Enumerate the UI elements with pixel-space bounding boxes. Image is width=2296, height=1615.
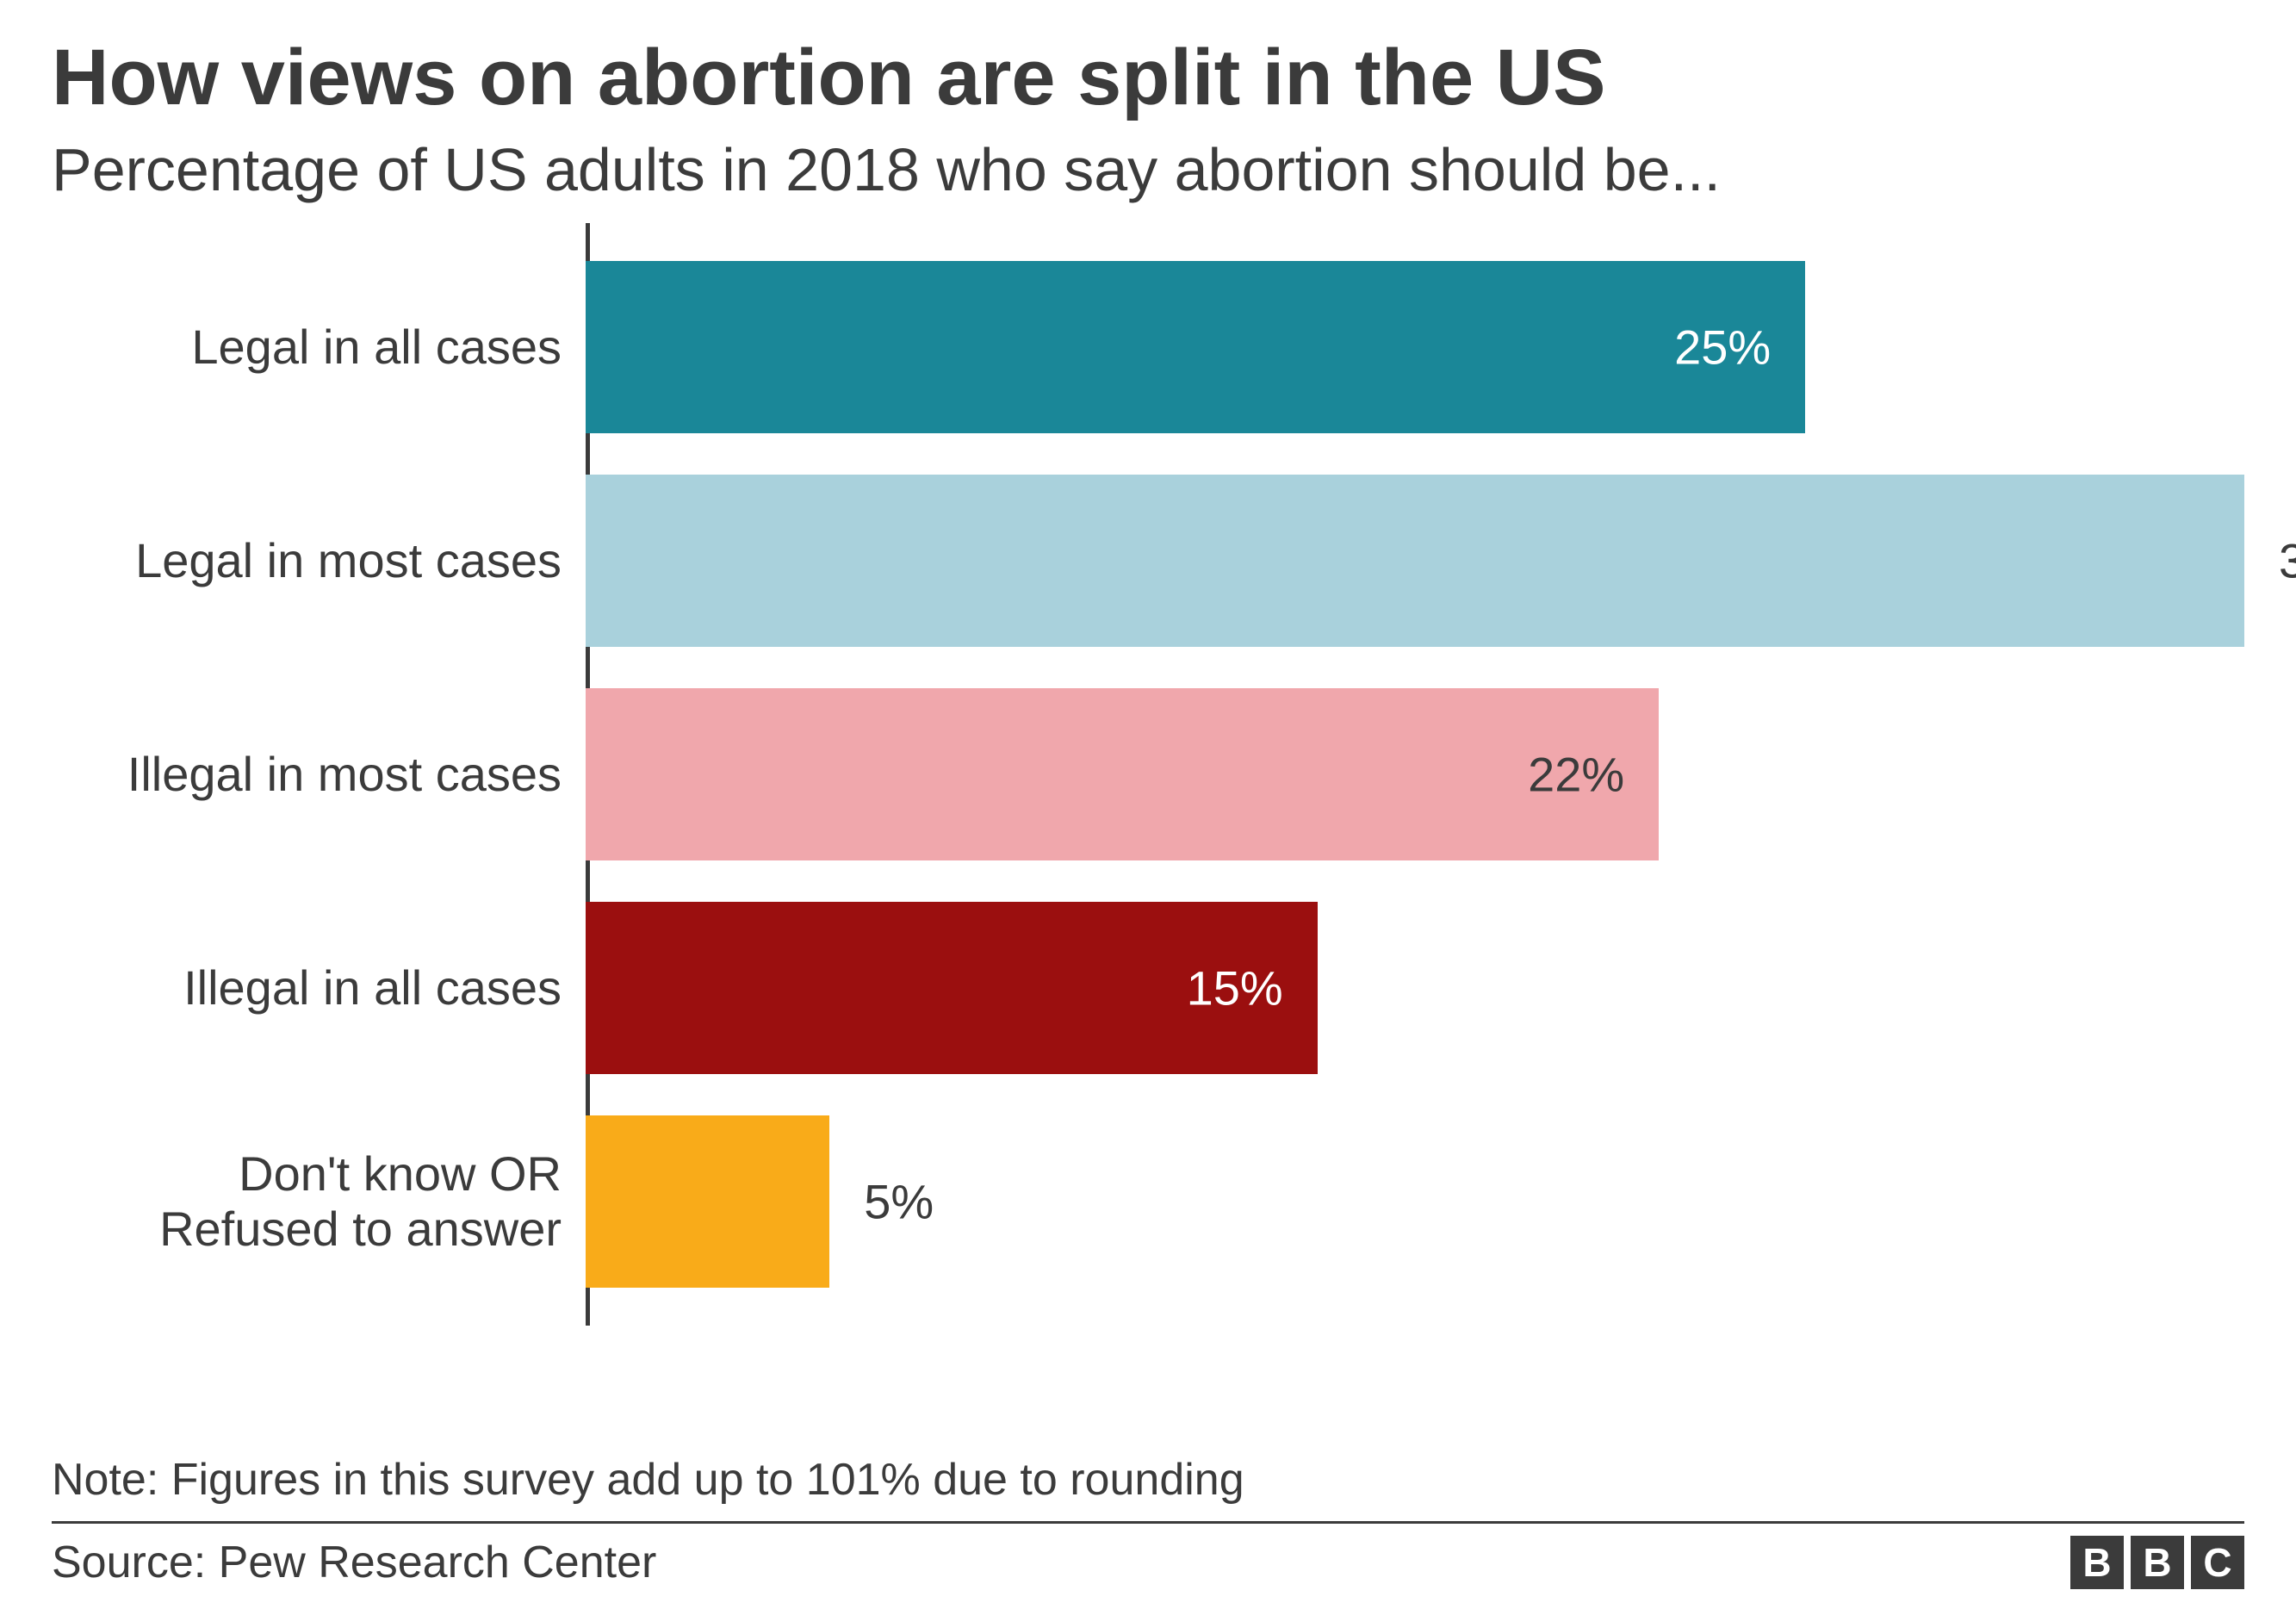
source-row: Source: Pew Research Center BBC xyxy=(52,1536,2244,1589)
bbc-logo-box: C xyxy=(2191,1536,2244,1589)
chart-title: How views on abortion are split in the U… xyxy=(52,34,2244,121)
bar-value-label: 15% xyxy=(1187,960,1283,1016)
bar: 34% xyxy=(586,475,2244,647)
chart-source: Source: Pew Research Center xyxy=(52,1537,656,1588)
y-axis-labels: Legal in all cases Legal in most cases Ill… xyxy=(52,240,586,1308)
y-axis-label: Don't know OR Refused to answer xyxy=(52,1115,562,1288)
bbc-logo: BBC xyxy=(2070,1536,2244,1589)
bar-value-label: 34% xyxy=(2279,533,2296,589)
y-axis-label: Illegal in most cases xyxy=(52,688,562,860)
chart-footer: Note: Figures in this survey add up to 1… xyxy=(52,1454,2244,1589)
bar: 25% xyxy=(586,261,1805,433)
chart-note: Note: Figures in this survey add up to 1… xyxy=(52,1454,2244,1521)
bar-row: 15% xyxy=(586,902,2244,1074)
bar-row: 5% xyxy=(586,1115,2244,1288)
bar-value-label: 5% xyxy=(864,1174,934,1230)
bar-value-label: 25% xyxy=(1674,320,1771,376)
bar: 15% xyxy=(586,902,1318,1074)
footer-divider xyxy=(52,1521,2244,1524)
bbc-logo-box: B xyxy=(2131,1536,2184,1589)
bar-row: 34% xyxy=(586,475,2244,647)
bar: 22% xyxy=(586,688,1659,860)
bars-region: 25% 34% 22% 15% 5% xyxy=(586,240,2244,1308)
y-axis-label: Legal in all cases xyxy=(52,261,562,433)
y-axis-label: Legal in most cases xyxy=(52,475,562,647)
bar: 5% xyxy=(586,1115,829,1288)
bar-row: 22% xyxy=(586,688,2244,860)
bar-value-label: 22% xyxy=(1528,747,1624,803)
chart-subtitle: Percentage of US adults in 2018 who say … xyxy=(52,134,2244,206)
chart-container: How views on abortion are split in the U… xyxy=(0,0,2296,1615)
bbc-logo-box: B xyxy=(2070,1536,2124,1589)
plot-area: Legal in all cases Legal in most cases Ill… xyxy=(52,240,2244,1308)
bar-row: 25% xyxy=(586,261,2244,433)
y-axis-label: Illegal in all cases xyxy=(52,902,562,1074)
